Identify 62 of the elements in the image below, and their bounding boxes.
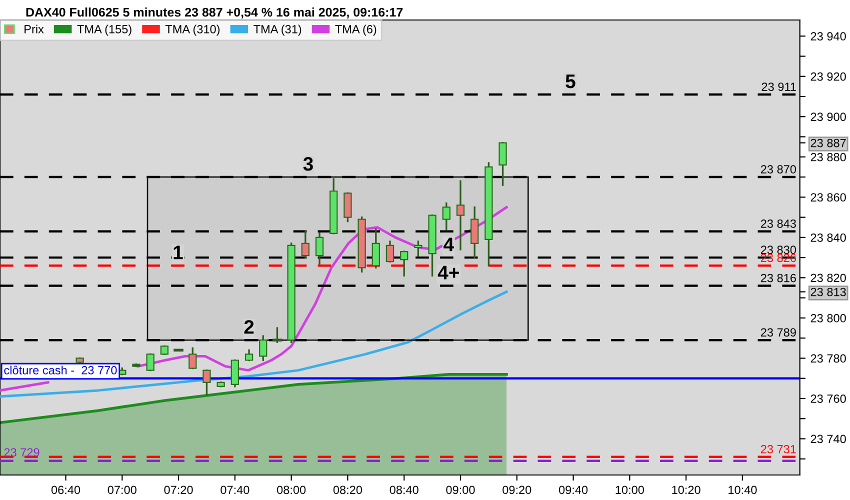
legend-label: TMA (155) bbox=[77, 24, 132, 36]
y-tick-label: 23 840 bbox=[810, 233, 846, 242]
chart-title: DAX40 Full0625 5 minutes 23 887 +0,54 % 16 mai 2025, 09:16:17 bbox=[26, 8, 403, 18]
ref-line-label: 23 830 bbox=[760, 246, 796, 254]
candlestick bbox=[301, 230, 310, 258]
annotation: 1 bbox=[174, 246, 183, 260]
candlestick bbox=[315, 232, 324, 264]
y-tick-label: 23 900 bbox=[810, 112, 846, 122]
annotation: 4 bbox=[444, 238, 454, 252]
y-tick-label: 23 887 bbox=[810, 138, 846, 148]
candlestick bbox=[498, 142, 507, 186]
ref-line-label: 23 911 bbox=[762, 82, 796, 91]
y-tick-label: 23 760 bbox=[810, 394, 846, 403]
annotation: 2 bbox=[244, 320, 254, 334]
y-tick-label: 23 740 bbox=[810, 434, 846, 444]
candlestick bbox=[259, 335, 268, 362]
ref-line-label: 23 843 bbox=[760, 219, 796, 228]
x-tick-label: 07:40 bbox=[220, 486, 250, 494]
y-tick-label: 23 820 bbox=[810, 274, 846, 282]
ref-line-label: 23 870 bbox=[760, 165, 796, 174]
candlestick bbox=[244, 349, 254, 362]
candlestick bbox=[400, 250, 408, 277]
x-tick-label: 10:20 bbox=[672, 486, 700, 494]
x-tick-label: 08:20 bbox=[333, 486, 362, 494]
x-tick-label: 09:00 bbox=[446, 486, 475, 494]
legend-label: Prix bbox=[24, 24, 44, 34]
candlestick bbox=[188, 347, 197, 370]
x-tick-label: 08:00 bbox=[277, 486, 306, 494]
legend-label: TMA (310) bbox=[165, 24, 220, 36]
y-tick-label: 23 780 bbox=[810, 354, 846, 363]
annotation: 3 bbox=[303, 157, 313, 171]
x-tick-label: 08:40 bbox=[390, 486, 418, 494]
x-tick-label: 09:20 bbox=[502, 486, 532, 494]
annotation: 23 729 bbox=[4, 448, 40, 457]
ref-line-label: 23 816 bbox=[760, 274, 796, 282]
x-tick-label: 06:40 bbox=[51, 486, 80, 494]
candlestick bbox=[372, 228, 380, 268]
x-tick-label: 07:00 bbox=[108, 486, 136, 494]
x-tick-label: 09:40 bbox=[558, 486, 588, 494]
candlestick bbox=[456, 180, 465, 250]
y-tick-label: 23 800 bbox=[810, 314, 846, 322]
ref-line-label: 23 731 bbox=[760, 444, 796, 454]
annotation: 5 bbox=[566, 74, 576, 88]
candlestick bbox=[146, 353, 154, 372]
x-tick-label: 07:20 bbox=[164, 486, 193, 494]
y-tick-label: 23 920 bbox=[810, 72, 846, 81]
y-tick-label: 23 880 bbox=[810, 152, 846, 162]
candlestick bbox=[414, 240, 422, 256]
x-tick-label: 10:00 bbox=[616, 486, 644, 494]
y-tick-label: 23 860 bbox=[810, 193, 846, 202]
candlestick bbox=[442, 202, 450, 230]
legend-label: TMA (6) bbox=[335, 24, 376, 36]
y-tick-label: 23 813 bbox=[810, 288, 846, 296]
line-series bbox=[0, 290, 508, 398]
annotation: 4+ bbox=[438, 266, 459, 280]
y-tick-label: 23 940 bbox=[810, 32, 846, 40]
legend-label: TMA (31) bbox=[254, 24, 302, 36]
ref-line-label: 23 789 bbox=[760, 328, 796, 337]
x-tick-label: 10:40 bbox=[728, 486, 757, 494]
annotation: clôture cash - 23 770 bbox=[4, 366, 117, 374]
candlestick bbox=[202, 369, 211, 396]
candlestick bbox=[386, 240, 394, 262]
